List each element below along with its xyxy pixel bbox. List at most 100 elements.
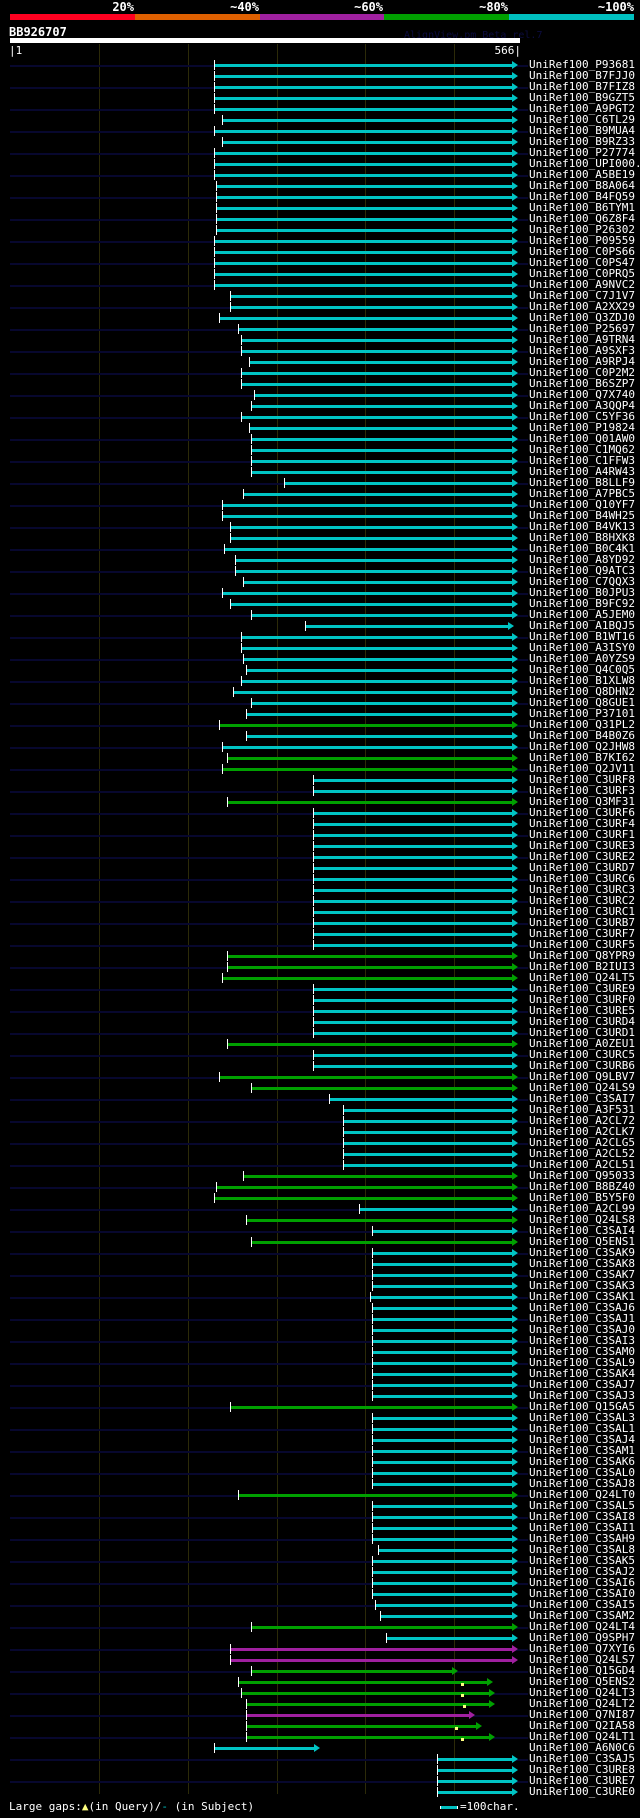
alignment-bar[interactable] <box>379 1615 512 1618</box>
alignment-bar[interactable] <box>214 240 512 243</box>
subject-label[interactable]: UniRef100_C3SAK8 <box>529 1257 635 1270</box>
subject-label[interactable]: UniRef100_P25697 <box>529 322 635 335</box>
alignment-bar[interactable] <box>241 372 512 375</box>
alignment-row[interactable]: UniRef100_Q5ENS1 <box>0 1235 640 1248</box>
subject-label[interactable]: UniRef100_C3SAK7 <box>529 1268 635 1281</box>
alignment-bar[interactable] <box>371 1439 512 1442</box>
alignment-row[interactable]: UniRef100_Q8YPR9 <box>0 949 640 962</box>
subject-label[interactable]: UniRef100_Q5ENS2 <box>529 1675 635 1688</box>
alignment-row[interactable]: UniRef100_B2IUI3 <box>0 960 640 973</box>
subject-label[interactable]: UniRef100_C3SAJ3 <box>529 1389 635 1402</box>
subject-label[interactable]: UniRef100_B4VK13 <box>529 520 635 533</box>
alignment-bar[interactable] <box>371 1428 512 1431</box>
alignment-row[interactable]: UniRef100_Q5ENS2 <box>0 1675 640 1688</box>
alignment-row[interactable]: UniRef100_C7QQX3 <box>0 575 640 588</box>
alignment-row[interactable]: UniRef100_A6N0C6 <box>0 1741 640 1754</box>
alignment-bar[interactable] <box>249 427 512 430</box>
alignment-row[interactable]: UniRef100_A3ISY0 <box>0 641 640 654</box>
subject-label[interactable]: UniRef100_Q24LT2 <box>529 1697 635 1710</box>
alignment-row[interactable]: UniRef100_C3URE0 <box>0 1785 640 1798</box>
alignment-bar[interactable] <box>222 504 512 507</box>
alignment-row[interactable]: UniRef100_Q31PL2 <box>0 718 640 731</box>
subject-label[interactable]: UniRef100_Q95033 <box>529 1169 635 1182</box>
alignment-row[interactable]: UniRef100_B8BZ40 <box>0 1180 640 1193</box>
alignment-row[interactable]: UniRef100_C3SAK7 <box>0 1268 640 1281</box>
alignment-row[interactable]: UniRef100_C3URD1 <box>0 1026 640 1039</box>
alignment-bar[interactable] <box>312 988 512 991</box>
alignment-bar[interactable] <box>371 1307 512 1310</box>
alignment-bar[interactable] <box>246 1219 512 1222</box>
subject-label[interactable]: UniRef100_C3SAM0 <box>529 1345 635 1358</box>
subject-label[interactable]: UniRef100_C3URE2 <box>529 850 635 863</box>
subject-label[interactable]: UniRef100_B5Y5F0 <box>529 1191 635 1204</box>
alignment-row[interactable]: UniRef100_C3SAL8 <box>0 1543 640 1556</box>
alignment-row[interactable]: UniRef100_B4B0Z6 <box>0 729 640 742</box>
subject-label[interactable]: UniRef100_C3SAM1 <box>529 1444 635 1457</box>
alignment-row[interactable]: UniRef100_A9NVC2 <box>0 278 640 291</box>
alignment-bar[interactable] <box>230 1659 512 1662</box>
alignment-row[interactable]: UniRef100_Q15GD4 <box>0 1664 640 1677</box>
subject-label[interactable]: UniRef100_A2CL72 <box>529 1114 635 1127</box>
alignment-bar[interactable] <box>312 911 512 914</box>
alignment-bar[interactable] <box>230 295 512 298</box>
subject-label[interactable]: UniRef100_B6SZP7 <box>529 377 635 390</box>
alignment-row[interactable]: UniRef100_Q6Z8F4 <box>0 212 640 225</box>
subject-label[interactable]: UniRef100_C3URF1 <box>529 828 635 841</box>
subject-label[interactable]: UniRef100_Q24LS8 <box>529 1213 635 1226</box>
alignment-bar[interactable] <box>242 581 512 584</box>
alignment-row[interactable]: UniRef100_C3SAJ3 <box>0 1389 640 1402</box>
alignment-bar[interactable] <box>214 1197 512 1200</box>
alignment-bar[interactable] <box>250 702 512 705</box>
alignment-row[interactable]: UniRef100_Q9LBV7 <box>0 1070 640 1083</box>
alignment-bar[interactable] <box>437 1791 512 1794</box>
alignment-bar[interactable] <box>222 592 512 595</box>
alignment-bar[interactable] <box>250 471 512 474</box>
alignment-bar[interactable] <box>238 328 512 331</box>
subject-label[interactable]: UniRef100_C3URC6 <box>529 872 635 885</box>
alignment-bar[interactable] <box>214 97 512 100</box>
alignment-row[interactable]: UniRef100_C0P2M2 <box>0 366 640 379</box>
alignment-bar[interactable] <box>312 856 512 859</box>
alignment-bar[interactable] <box>371 1527 512 1530</box>
subject-label[interactable]: UniRef100_C7QQX3 <box>529 575 635 588</box>
alignment-row[interactable]: UniRef100_C3SAI3 <box>0 1334 640 1347</box>
subject-label[interactable]: UniRef100_C3SAM2 <box>529 1609 635 1622</box>
alignment-row[interactable]: UniRef100_B9MUA4 <box>0 124 640 137</box>
subject-label[interactable]: UniRef100_A9RPJ4 <box>529 355 635 368</box>
alignment-bar[interactable] <box>312 867 512 870</box>
subject-label[interactable]: UniRef100_A2XX29 <box>529 300 635 313</box>
subject-label[interactable]: UniRef100_C3SAK3 <box>529 1279 635 1292</box>
alignment-bar[interactable] <box>238 1494 512 1497</box>
subject-label[interactable]: UniRef100_C3URC1 <box>529 905 635 918</box>
subject-label[interactable]: UniRef100_B9RZ33 <box>529 135 635 148</box>
alignment-row[interactable]: UniRef100_C3SAI0 <box>0 1587 640 1600</box>
alignment-bar[interactable] <box>437 1769 512 1772</box>
alignment-bar[interactable] <box>214 251 512 254</box>
alignment-row[interactable]: UniRef100_C3SAL3 <box>0 1411 640 1424</box>
alignment-bar[interactable] <box>230 537 512 540</box>
subject-label[interactable]: UniRef100_C3URB7 <box>529 916 635 929</box>
subject-label[interactable]: UniRef100_C3URE3 <box>529 839 635 852</box>
alignment-bar[interactable] <box>230 603 512 606</box>
subject-label[interactable]: UniRef100_C3URD4 <box>529 1015 635 1028</box>
alignment-row[interactable]: UniRef100_C3SAI6 <box>0 1576 640 1589</box>
subject-label[interactable]: UniRef100_Q7XYI6 <box>529 1642 635 1655</box>
subject-label[interactable]: UniRef100_C3SAI4 <box>529 1224 635 1237</box>
alignment-bar[interactable] <box>371 1351 512 1354</box>
subject-label[interactable]: UniRef100_B4FQ59 <box>529 190 635 203</box>
alignment-row[interactable]: UniRef100_C3URB7 <box>0 916 640 929</box>
alignment-row[interactable]: UniRef100_C3SAJ1 <box>0 1312 640 1325</box>
alignment-row[interactable]: UniRef100_Q15GA5 <box>0 1400 640 1413</box>
subject-label[interactable]: UniRef100_C3SAJ7 <box>529 1378 635 1391</box>
alignment-bar[interactable] <box>371 1395 512 1398</box>
subject-label[interactable]: UniRef100_Q24LT1 <box>529 1730 635 1743</box>
alignment-row[interactable]: UniRef100_Q24LT2 <box>0 1697 640 1710</box>
alignment-bar[interactable] <box>241 647 512 650</box>
alignment-row[interactable]: UniRef100_B6SZP7 <box>0 377 640 390</box>
alignment-row[interactable]: UniRef100_C0PS66 <box>0 245 640 258</box>
subject-label[interactable]: UniRef100_P19824 <box>529 421 635 434</box>
alignment-row[interactable]: UniRef100_Q01AW0 <box>0 432 640 445</box>
subject-label[interactable]: UniRef100_A2CL51 <box>529 1158 635 1171</box>
alignment-bar[interactable] <box>222 141 512 144</box>
subject-label[interactable]: UniRef100_C3URC3 <box>529 883 635 896</box>
